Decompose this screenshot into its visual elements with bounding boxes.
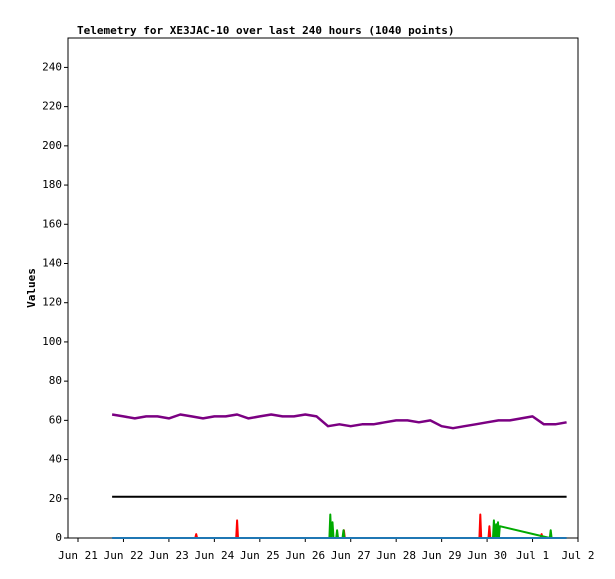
chart-title: Telemetry for XE3JAC-10 over last 240 ho… [77, 24, 455, 37]
y-axis-label: Values [25, 268, 38, 308]
y-tick-label: 180 [42, 178, 62, 191]
x-tick-label: Jun 29 [422, 549, 462, 562]
series-line [111, 413, 567, 430]
y-tick-label: 60 [49, 413, 62, 426]
x-tick-label: Jun 23 [149, 549, 189, 562]
y-tick-label: 100 [42, 335, 62, 348]
y-tick-label: 40 [49, 453, 62, 466]
y-tick-label: 0 [55, 531, 62, 544]
x-tick-label: Jul 1 [516, 549, 549, 562]
series-line [328, 513, 553, 539]
x-tick-label: Jun 27 [331, 549, 371, 562]
x-tick-label: Jun 26 [285, 549, 325, 562]
x-tick-label: Jun 21 [58, 549, 98, 562]
x-tick-label: Jul 2 [561, 549, 594, 562]
y-tick-label: 200 [42, 139, 62, 152]
x-tick-label: Jun 22 [104, 549, 144, 562]
y-tick-label: 80 [49, 374, 62, 387]
x-tick-label: Jun 30 [467, 549, 507, 562]
y-tick-label: 240 [42, 60, 62, 73]
y-tick-label: 220 [42, 100, 62, 113]
x-tick-label: Jun 28 [376, 549, 416, 562]
x-tick-label: Jun 25 [240, 549, 280, 562]
y-tick-label: 160 [42, 217, 62, 230]
y-tick-label: 120 [42, 296, 62, 309]
y-tick-label: 20 [49, 492, 62, 505]
x-tick-label: Jun 24 [194, 549, 234, 562]
series-line [194, 513, 544, 539]
plot-frame [67, 37, 579, 539]
y-tick-label: 140 [42, 256, 62, 269]
